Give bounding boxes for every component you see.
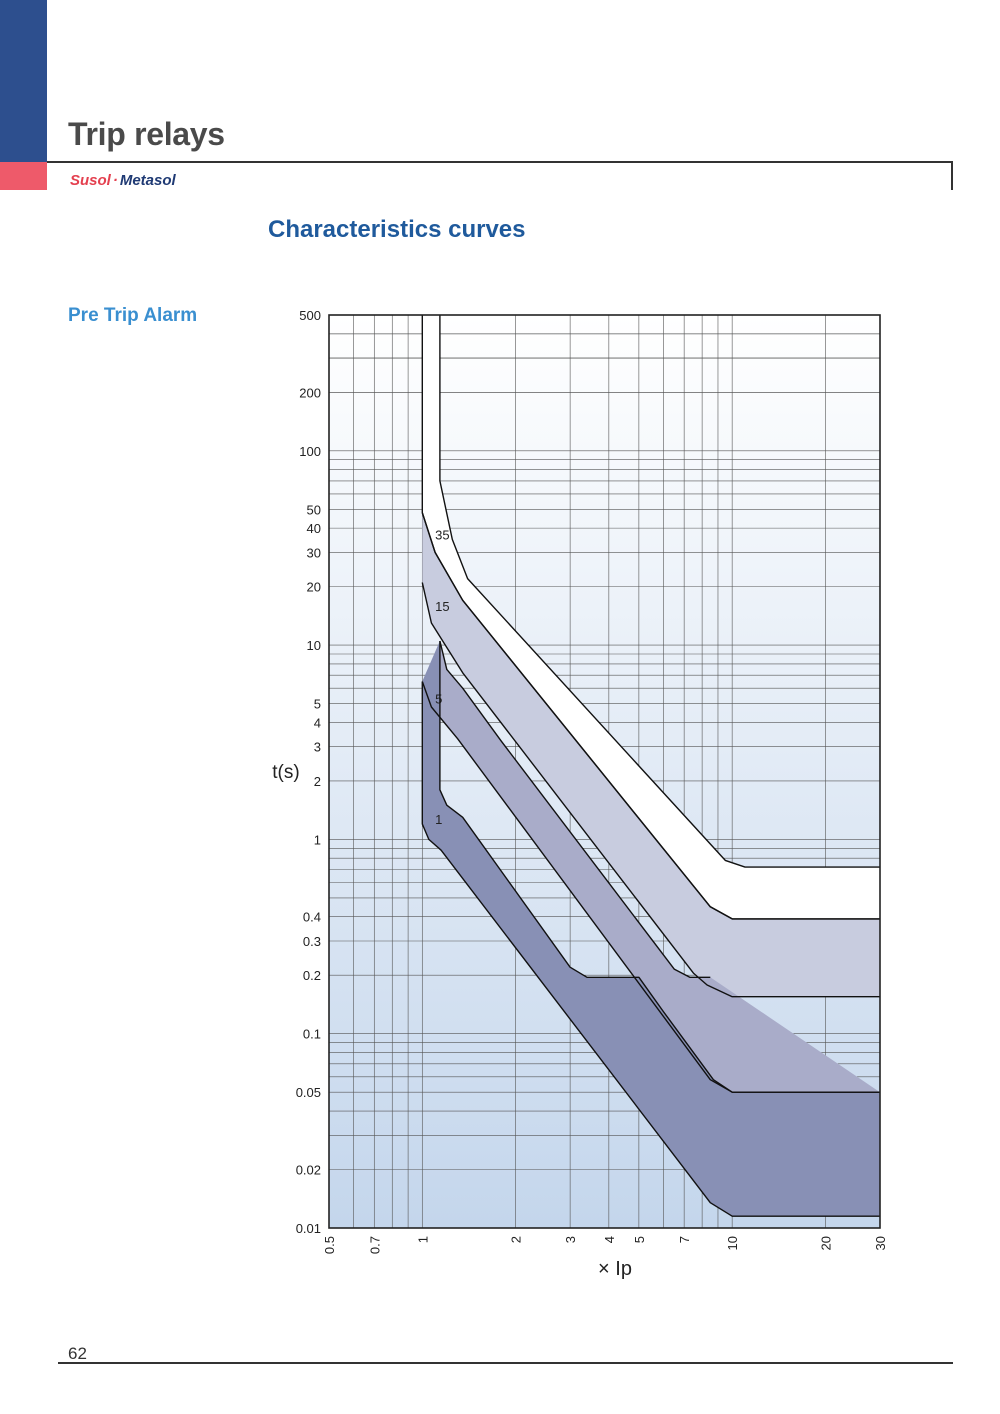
y-tick-label: 50: [307, 502, 321, 517]
x-tick-label: 4: [602, 1236, 617, 1243]
y-tick-label: 40: [307, 521, 321, 536]
brand-logo: Susol · Metasol: [70, 172, 176, 189]
curve-label-1: 1: [435, 812, 442, 827]
header-accent-bar-red: [0, 162, 47, 190]
y-tick-label: 100: [299, 444, 321, 459]
x-tick-label: 20: [818, 1236, 833, 1250]
brand-metasol: Metasol: [119, 172, 176, 189]
curve-5-upper: [439, 640, 711, 978]
curve-35-upper: [439, 315, 880, 868]
y-tick-label: 20: [307, 580, 321, 595]
y-tick-label: 0.3: [303, 934, 321, 949]
curve-15-upper: [421, 512, 880, 920]
y-tick-label: 200: [299, 385, 321, 400]
x-tick-label: 5: [632, 1236, 647, 1243]
curve-1-upper: [439, 641, 880, 1093]
y-tick-label: 4: [314, 715, 321, 730]
curve-bands: 35 15 5 1: [421, 315, 880, 1217]
x-tick-label: 2: [509, 1236, 524, 1243]
y-tick-label: 10: [307, 638, 321, 653]
x-tick-label: 1: [415, 1236, 430, 1243]
section-title: Characteristics curves: [268, 216, 526, 243]
header-tick: [951, 161, 953, 190]
tick-labels: 500 200 100 50 40 30 20 10 5 4 3 2 1 0.4 0.3 0.2 0.1 0.05…: [296, 308, 888, 1254]
y-tick-label: 0.2: [303, 968, 321, 983]
x-tick-label: 3: [563, 1236, 578, 1243]
y-tick-label: 0.05: [296, 1085, 321, 1100]
y-tick-label: 3: [314, 740, 321, 755]
y-tick-label: 30: [307, 545, 321, 560]
y-tick-label: 0.1: [303, 1027, 321, 1042]
curve-1-lower: [421, 681, 880, 1217]
header-rule: [47, 161, 953, 163]
x-axis-label: × Ip: [598, 1258, 632, 1280]
x-tick-label: 10: [725, 1236, 740, 1250]
y-tick-label: 2: [314, 774, 321, 789]
x-tick-label: 7: [677, 1236, 692, 1243]
y-tick-label: 1: [314, 832, 321, 847]
brand-separator: ·: [112, 172, 118, 189]
y-tick-label: 0.4: [303, 910, 321, 925]
y-tick-label: 5: [314, 697, 321, 712]
curve-label-5: 5: [435, 692, 442, 707]
x-tick-label: 0.5: [322, 1236, 337, 1254]
x-tick-label: 0.7: [367, 1236, 382, 1254]
plot-frame: [328, 314, 881, 1229]
chart-subtitle: Pre Trip Alarm: [68, 305, 198, 326]
y-tick-label: 0.01: [296, 1221, 321, 1236]
y-axis-label: t(s): [272, 762, 299, 783]
curve-label-15: 15: [435, 599, 449, 614]
band-1: [422, 641, 880, 1217]
band-15: [422, 512, 880, 997]
curve-label-35: 35: [435, 527, 449, 542]
y-tick-label: 500: [299, 308, 321, 323]
page-title: Trip relays: [68, 116, 225, 152]
header-accent-bar-blue: [0, 0, 47, 162]
curve-15-lower: [421, 582, 880, 998]
band-35: [422, 315, 880, 919]
y-tick-label: 0.02: [296, 1163, 321, 1178]
page-number: 62: [68, 1344, 87, 1363]
brand-susol: Susol: [70, 172, 111, 189]
x-tick-label: 30: [873, 1236, 888, 1250]
footer-rule: [58, 1362, 953, 1364]
